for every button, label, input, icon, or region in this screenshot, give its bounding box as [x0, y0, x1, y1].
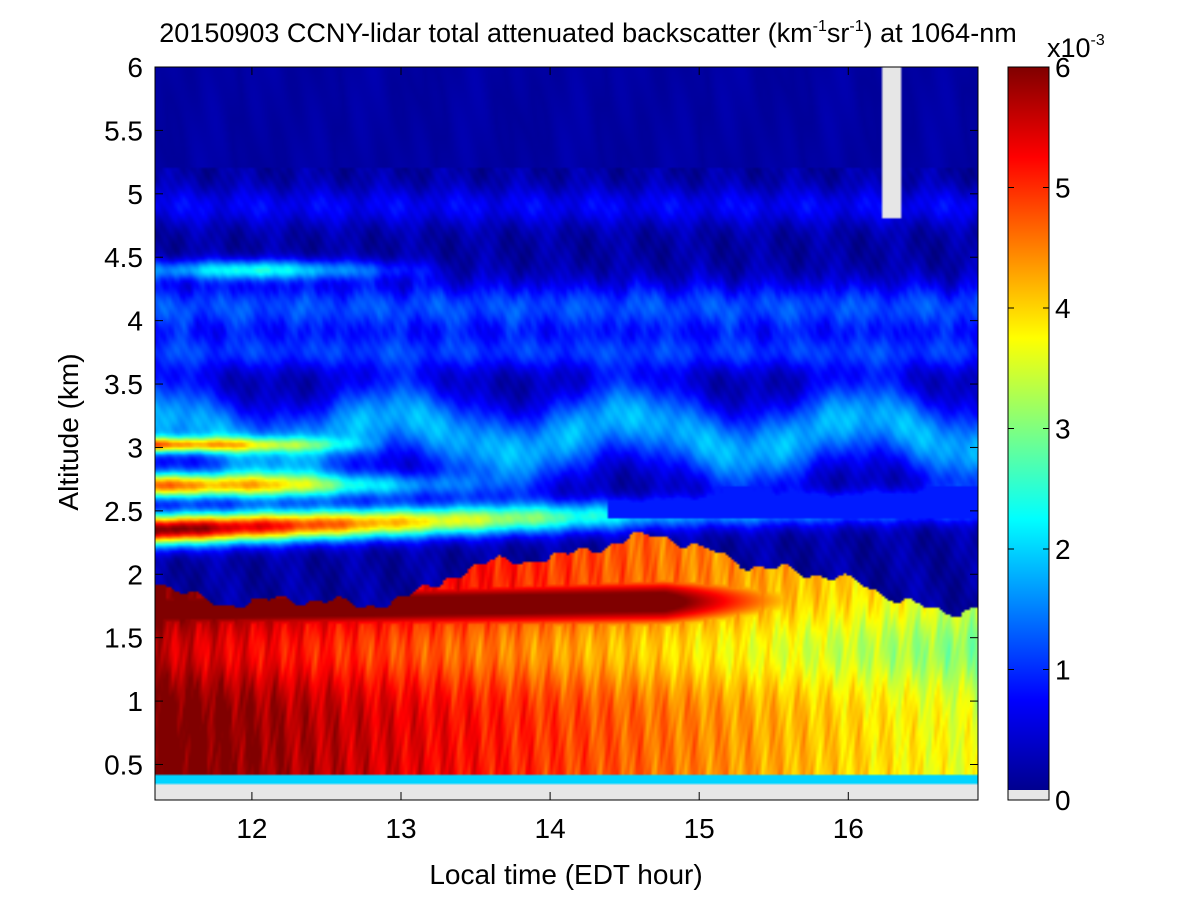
y-tick-label: 3	[127, 432, 143, 463]
y-axis-ticks: 0.5 1 1.5 2 2.5 3 3.5 4 4.5 5 5.5 6	[104, 52, 978, 780]
colorbar-frame	[1007, 66, 1050, 801]
colorbar-missing-swatch	[1008, 790, 1049, 800]
chart-title: 20150903 CCNY-lidar total attenuated bac…	[159, 18, 1016, 48]
colorbar-multiplier: x10-3	[1047, 32, 1105, 63]
plot-border	[154, 66, 979, 801]
y-tick-label: 2.5	[104, 496, 143, 527]
x-axis-ticks: 12 13 14 15 16	[236, 67, 864, 844]
colorbar-tick-label: 5	[1055, 173, 1071, 204]
x-tick-label: 12	[236, 813, 267, 844]
colorbar: 0 1 2 3 4 5 6 x10-3	[1007, 32, 1105, 816]
heatmap-area	[155, 67, 978, 800]
colorbar-gradient	[1008, 67, 1049, 790]
colorbar-tick-label: 4	[1055, 293, 1071, 324]
colorbar-tick-label: 6	[1055, 52, 1071, 83]
plot-frame	[154, 66, 979, 801]
y-tick-label: 5	[127, 179, 143, 210]
x-tick-label: 15	[684, 813, 715, 844]
colorbar-tick-label: 0	[1055, 785, 1071, 816]
y-tick-label: 3.5	[104, 369, 143, 400]
x-tick-label: 14	[535, 813, 566, 844]
y-tick-label: 4.5	[104, 242, 143, 273]
colorbar-tick-label: 2	[1055, 534, 1071, 565]
x-tick-label: 13	[385, 813, 416, 844]
y-tick-label: 2	[127, 559, 143, 590]
heatmap-image	[155, 67, 978, 800]
colorbar-ticks: 0 1 2 3 4 5 6	[1008, 52, 1071, 816]
y-tick-label: 0.5	[104, 749, 143, 780]
colorbar-tick-label: 3	[1055, 414, 1071, 445]
y-tick-label: 1	[127, 686, 143, 717]
y-tick-label: 4	[127, 306, 143, 337]
x-tick-label: 16	[833, 813, 864, 844]
y-tick-label: 1.5	[104, 623, 143, 654]
y-tick-label: 6	[127, 52, 143, 83]
colorbar-tick-label: 1	[1055, 655, 1071, 686]
y-tick-label: 5.5	[104, 115, 143, 146]
y-axis-label: Altitude (km)	[53, 353, 84, 510]
x-axis-label: Local time (EDT hour)	[429, 859, 702, 890]
